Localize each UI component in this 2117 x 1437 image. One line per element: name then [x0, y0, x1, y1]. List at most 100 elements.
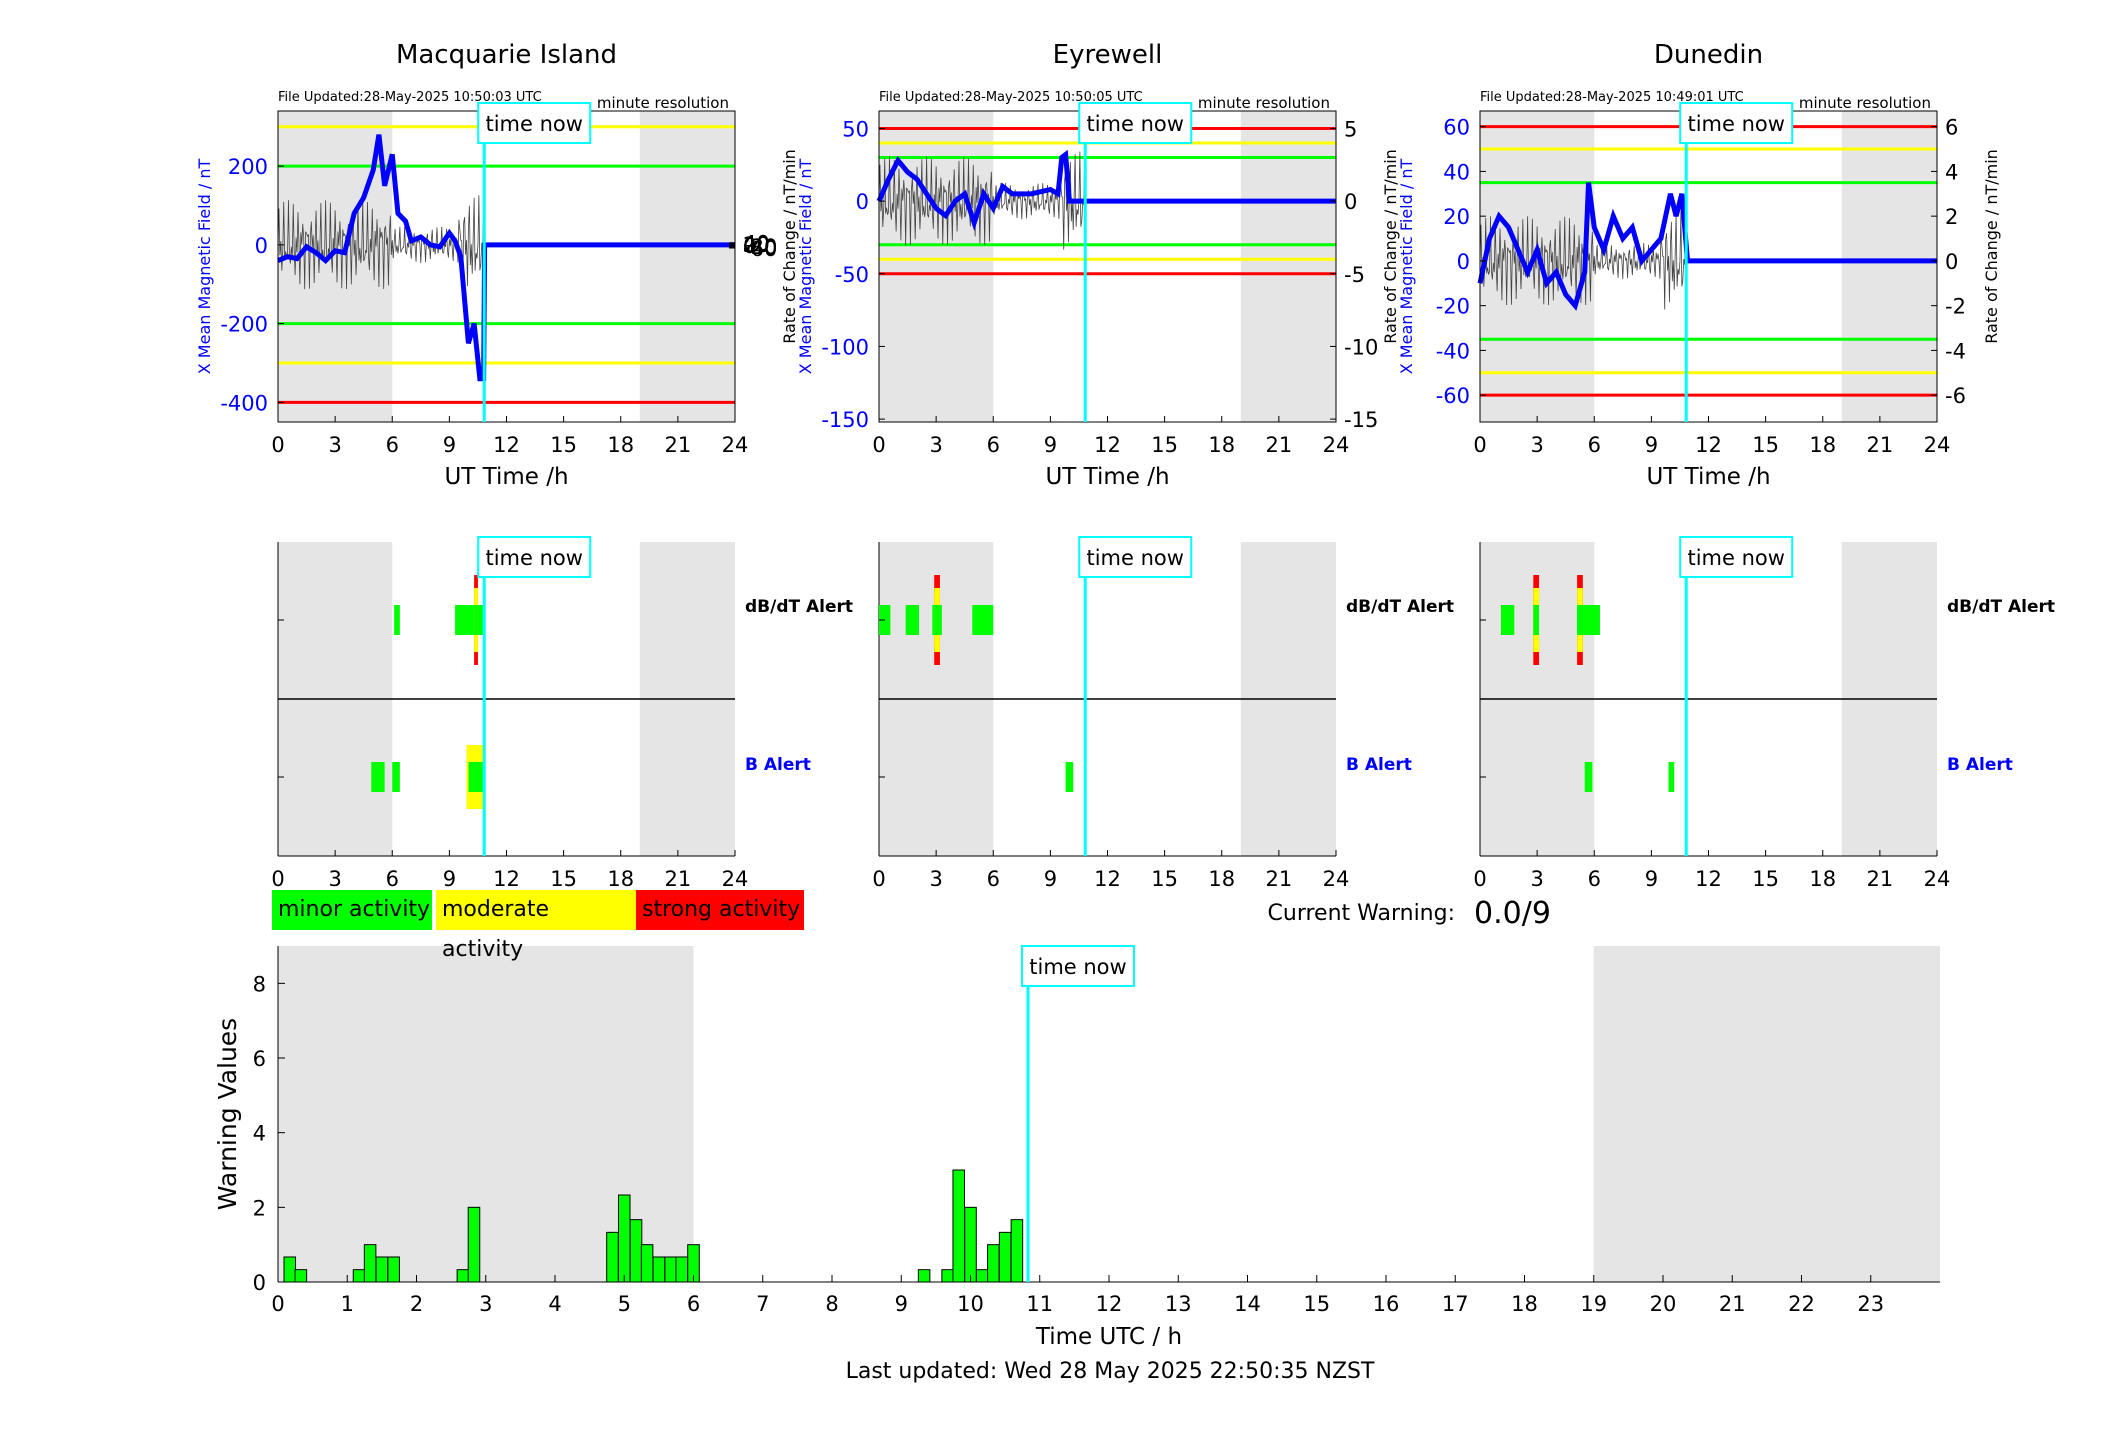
time-now-box: [1679, 536, 1794, 578]
x-tick-label: 18: [1511, 1292, 1538, 1316]
x-tick-label: 3: [1530, 433, 1543, 457]
field-trace: [277, 134, 735, 382]
left-axis-label: X Mean Magnetic Field / nT: [195, 159, 214, 375]
x-tick-label: 10: [957, 1292, 984, 1316]
left-axis-label: X Mean Magnetic Field / nT: [796, 159, 815, 375]
legend-strong: strong activity: [636, 890, 804, 930]
x-tick-label: 6: [987, 867, 1000, 891]
x-tick-label: 0: [1473, 433, 1486, 457]
y2-tick-label: -60: [743, 237, 777, 261]
dbdt-alert-bar-minor: [1577, 605, 1600, 635]
x-tick-label: 9: [895, 1292, 908, 1316]
time-now-box: [1679, 102, 1794, 144]
dbdt-alert-bar-minor: [1500, 605, 1515, 635]
b-alert-bar-minor: [468, 762, 484, 792]
right-axis-label: Rate of Change / nT/min: [780, 149, 799, 344]
warning-bar: [640, 1244, 654, 1283]
x-tick-label: 24: [1323, 433, 1350, 457]
field-trace: [876, 149, 1336, 231]
y-tick-label: -40: [1436, 339, 1470, 363]
x-tick-label: 5: [618, 1292, 631, 1316]
x-tick-label: 18: [1809, 433, 1836, 457]
x-tick-label: 3: [929, 867, 942, 891]
dbdt-alert-bar-minor: [934, 605, 940, 635]
b-alert-label: B Alert: [1947, 755, 2013, 775]
x-tick-label: 23: [1857, 1292, 1884, 1316]
resolution-label: minute resolution: [1799, 94, 1931, 112]
dbdt-alert-bar-minor: [972, 605, 994, 635]
y-tick-label: 2: [253, 1196, 266, 1220]
b-alert-bar-minor: [1065, 762, 1074, 792]
y2-tick-label: -20: [743, 235, 777, 259]
x-tick-label: 12: [1094, 867, 1121, 891]
warning-bar: [675, 1256, 688, 1283]
y-tick-label: -50: [835, 263, 869, 287]
time-now-label: time now: [1687, 112, 1784, 136]
warning-bar: [387, 1256, 400, 1283]
time-now-label: time now: [1086, 546, 1183, 570]
warning-bar: [952, 1169, 965, 1283]
current-warning-label: Current Warning:: [1268, 901, 1455, 926]
y-tick-label: -100: [821, 335, 869, 359]
legend-minor: minor activity: [272, 890, 432, 930]
warning-bar: [606, 1231, 619, 1283]
y-tick-label: 6: [253, 1047, 266, 1071]
x-tick-label: 21: [1867, 867, 1894, 891]
x-tick-label: 6: [687, 1292, 700, 1316]
b-alert-bar-minor: [1584, 762, 1593, 792]
time-now-label: time now: [1029, 955, 1126, 979]
dbdt-alert-label: dB/dT Alert: [745, 597, 853, 617]
warning-bar: [375, 1256, 389, 1283]
x-tick-label: 0: [271, 433, 284, 457]
file-updated: File Updated:28-May-2025 10:49:01 UTC: [1480, 90, 1744, 105]
night-shade: [1841, 111, 1937, 422]
x-tick-label: 6: [1588, 433, 1601, 457]
dbdt-alert-bar-minor: [394, 605, 400, 635]
warning-bar: [652, 1256, 666, 1283]
time-now-label: time now: [1687, 546, 1784, 570]
x-tick-label: 12: [493, 433, 520, 457]
time-now-label: time now: [1086, 112, 1183, 136]
x-tick-label: 18: [607, 867, 634, 891]
x-tick-label: 21: [665, 433, 692, 457]
x-tick-label: 9: [1645, 867, 1658, 891]
x-tick-label: 20: [1650, 1292, 1677, 1316]
time-now-box: [1078, 536, 1193, 578]
y2-tick-label: 0: [1945, 250, 1958, 274]
file-updated: File Updated:28-May-2025 10:50:03 UTC: [278, 90, 542, 105]
y-tick-label: -200: [220, 313, 268, 337]
y2-tick-label: -4: [1945, 339, 1966, 363]
x-tick-label: 6: [1588, 867, 1601, 891]
warning-bar: [629, 1219, 643, 1283]
time-now-box: [1020, 945, 1135, 987]
y-tick-label: 40: [1443, 160, 1470, 184]
y2-tick-label: -40: [743, 236, 777, 260]
warning-bar: [987, 1244, 1000, 1283]
warning-bar: [283, 1256, 297, 1283]
time-now-box: [1078, 102, 1193, 144]
station-title: Dunedin: [1654, 40, 1763, 70]
x-tick-label: 24: [1924, 867, 1951, 891]
y2-tick-label: 0: [743, 234, 756, 258]
x-tick-label: 16: [1373, 1292, 1400, 1316]
y-tick-label: 8: [253, 972, 266, 996]
x-tick-label: 14: [1234, 1292, 1261, 1316]
dbdt-alert-label: dB/dT Alert: [1346, 597, 1454, 617]
x-tick-label: 0: [872, 867, 885, 891]
warning-bar: [664, 1256, 677, 1283]
dbdt-alert-bar-minor: [1533, 605, 1540, 635]
x-tick-label: 9: [443, 867, 456, 891]
x-tick-label: 21: [1867, 433, 1894, 457]
b-alert-bar-minor: [392, 762, 400, 792]
y-tick-label: 60: [1443, 116, 1470, 140]
warning-bar: [976, 1269, 989, 1283]
y-tick-label: -60: [1436, 384, 1470, 408]
x-tick-label: 2: [410, 1292, 423, 1316]
x-tick-label: 18: [1208, 433, 1235, 457]
x-tick-label: 18: [607, 433, 634, 457]
legend-moderate: moderate activity: [436, 890, 636, 962]
x-tick-label: 3: [328, 867, 341, 891]
warning-bar: [352, 1269, 366, 1283]
y2-tick-label: 20: [743, 233, 770, 257]
x-tick-label: 3: [1530, 867, 1543, 891]
